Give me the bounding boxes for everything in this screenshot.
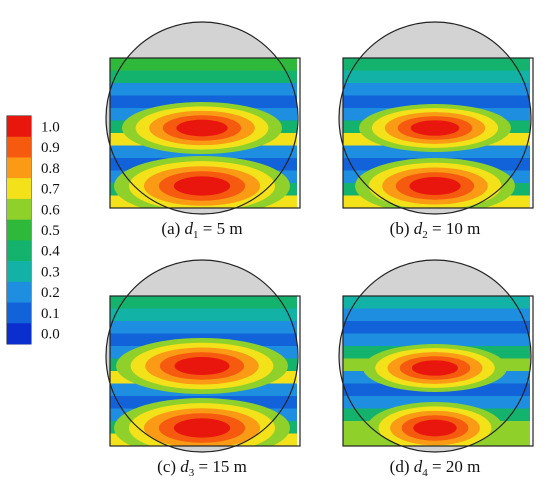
- contour-band: [343, 145, 530, 159]
- contour-level: [176, 119, 228, 137]
- colorbar-swatch: [7, 281, 31, 303]
- colorbar-swatch: [7, 323, 31, 345]
- colorbar-label: 0.6: [41, 202, 60, 218]
- colorbar-swatch: [7, 302, 31, 324]
- caption-c: (c) d3 = 15 m: [157, 457, 247, 479]
- colorbar-label: 0.1: [41, 306, 60, 322]
- colorbar-swatch: [7, 240, 31, 262]
- contour-band: [110, 95, 297, 109]
- panel-b: [338, 21, 534, 215]
- contour-band: [110, 321, 297, 334]
- contour-level: [174, 357, 230, 375]
- colorbar-label: 0.7: [41, 182, 60, 198]
- colorbar-swatch: [7, 219, 31, 241]
- colorbar-swatches: [7, 116, 31, 345]
- colorbar-label: 0.2: [41, 285, 60, 301]
- contour-level: [410, 120, 460, 136]
- colorbar-label: 1.0: [41, 119, 60, 135]
- contour-field-d: [343, 296, 530, 446]
- colorbar-label: 0.5: [41, 223, 60, 239]
- contour-band: [343, 58, 530, 71]
- contour-band: [110, 296, 297, 309]
- colorbar-label: 0.3: [41, 264, 60, 280]
- contour-band: [343, 70, 530, 84]
- contour-band: [343, 296, 530, 309]
- contour-field-a: [110, 58, 297, 208]
- contour-band: [110, 83, 297, 96]
- contour-band: [343, 321, 530, 334]
- contour-band: [110, 308, 297, 322]
- colorbar-swatch: [7, 261, 31, 283]
- panel-c: [105, 259, 301, 453]
- colorbar-label: 0.9: [41, 140, 60, 156]
- colorbar-label: 0.4: [41, 244, 60, 260]
- contour-field-c: [110, 296, 297, 446]
- field-border-b: [342, 57, 534, 209]
- colorbar-swatch: [7, 198, 31, 220]
- caption-d: (d) d4 = 20 m: [390, 457, 481, 479]
- tunnel-outline-c: [105, 259, 299, 453]
- contour-level: [173, 176, 231, 196]
- colorbar-swatch: [7, 178, 31, 200]
- panel-a: [105, 21, 301, 215]
- contour-band: [343, 333, 530, 347]
- colorbar-swatch: [7, 157, 31, 179]
- colorbar-label: 0.8: [41, 161, 60, 177]
- contour-level: [409, 177, 461, 195]
- colorbar: 1.0 0.9 0.8 0.7 0.6 0.5 0.4 0.3 0.2 0.1 0.0: [6, 115, 60, 345]
- contour-band: [343, 83, 530, 96]
- caption-b: (b) d2 = 10 m: [390, 219, 481, 241]
- field-border-c: [109, 295, 301, 447]
- contour-band: [343, 95, 530, 109]
- contour-band: [110, 58, 297, 71]
- contour-band: [343, 308, 530, 322]
- colorbar-swatch: [7, 136, 31, 158]
- colorbar-swatch: [7, 116, 31, 138]
- tunnel-outline-a: [105, 21, 299, 215]
- contour-level: [413, 419, 457, 437]
- colorbar-labels: 1.0 0.9 0.8 0.7 0.6 0.5 0.4 0.3 0.2 0.1 0.0: [41, 119, 60, 342]
- field-border-d: [342, 295, 534, 447]
- caption-a: (a) d1 = 5 m: [161, 219, 242, 241]
- field-border-a: [109, 57, 301, 209]
- tunnel-outline-d: [338, 259, 532, 453]
- contour-level: [173, 418, 231, 438]
- colorbar-label: 0.0: [41, 327, 60, 343]
- tunnel-outline-b: [338, 21, 532, 215]
- panel-d: [338, 259, 534, 453]
- contour-band: [110, 70, 297, 84]
- contour-level: [411, 360, 459, 376]
- contour-field-b: [343, 58, 530, 208]
